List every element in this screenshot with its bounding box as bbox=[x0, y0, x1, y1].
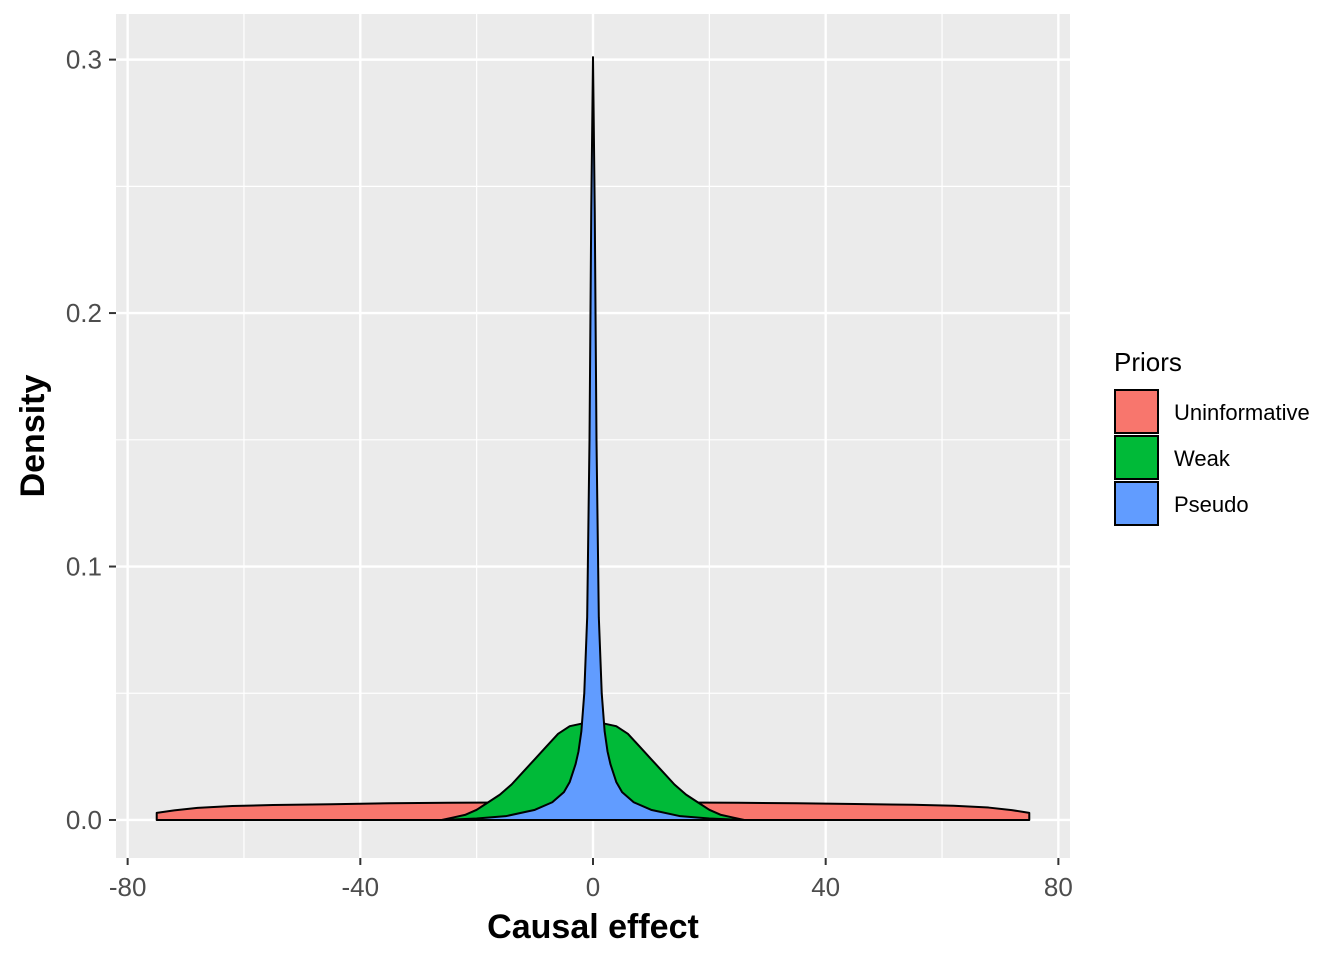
legend-label-uninformative: Uninformative bbox=[1174, 400, 1310, 425]
x-tick-label: 40 bbox=[811, 872, 840, 902]
axis-ticks: -80 -40 0 40 80 0.0 0.1 0.2 0.3 bbox=[66, 45, 1073, 902]
legend-key-pseudo bbox=[1114, 481, 1159, 526]
legend-title: Priors bbox=[1114, 347, 1182, 377]
x-tick-label: 80 bbox=[1044, 872, 1073, 902]
y-axis-title: Density bbox=[14, 375, 52, 498]
density-areas bbox=[155, 56, 1031, 821]
y-tick-label: 0.2 bbox=[66, 298, 102, 328]
x-axis-title: Causal effect bbox=[487, 908, 699, 946]
density-area-pseudo bbox=[440, 56, 746, 821]
x-tick-label: -80 bbox=[109, 872, 147, 902]
y-tick-label: 0.3 bbox=[66, 45, 102, 75]
x-tick-label: -40 bbox=[342, 872, 380, 902]
legend-items: Uninformative Weak Pseudo bbox=[1114, 389, 1310, 526]
y-tick-label: 0.1 bbox=[66, 552, 102, 582]
legend-key-uninformative bbox=[1114, 389, 1159, 434]
legend-key-weak bbox=[1114, 435, 1159, 480]
x-tick-label: 0 bbox=[586, 872, 600, 902]
legend-label-weak: Weak bbox=[1174, 446, 1231, 471]
legend-label-pseudo: Pseudo bbox=[1174, 492, 1249, 517]
y-tick-label: 0.0 bbox=[66, 805, 102, 835]
legend: Priors Uninformative Weak Pseudo bbox=[1114, 347, 1310, 526]
